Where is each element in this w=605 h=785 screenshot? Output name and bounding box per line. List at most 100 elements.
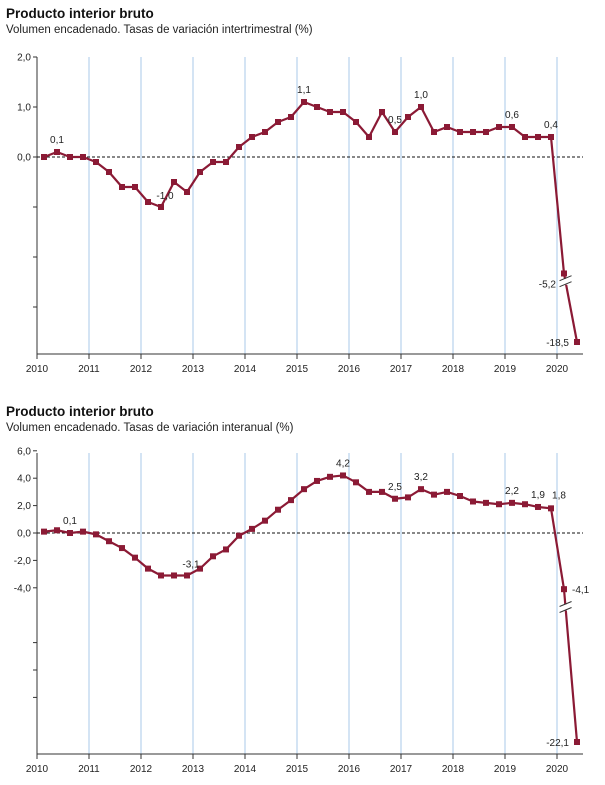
data-point: [509, 124, 515, 130]
data-label: 0,1: [50, 135, 64, 146]
data-point: [574, 739, 580, 745]
data-point: [249, 134, 255, 140]
data-point: [353, 119, 359, 125]
x-tick-label: 2017: [390, 764, 413, 775]
data-point: [171, 179, 177, 185]
data-label: 3,2: [414, 472, 428, 483]
data-point: [80, 528, 86, 535]
data-point: [197, 565, 203, 572]
data-point: [314, 477, 320, 484]
data-point: [41, 154, 47, 160]
data-label: 0,1: [63, 516, 77, 527]
data-point: [210, 159, 216, 165]
x-tick-label: 2014: [234, 364, 257, 375]
data-point: [392, 495, 398, 502]
data-point: [444, 488, 450, 495]
y-tick-label: 1,0: [17, 103, 31, 114]
y-tick-label: 2,0: [17, 53, 31, 64]
data-point: [522, 134, 528, 140]
data-label: 4,2: [336, 458, 350, 469]
axis-break-mark: [559, 275, 572, 282]
data-label: 1,9: [531, 490, 545, 501]
data-point: [158, 572, 164, 579]
series-line: [43, 474, 579, 743]
chart-subtitle: Volumen encadenado. Tasas de variación i…: [6, 24, 313, 36]
data-point: [561, 270, 567, 277]
data-point: [171, 572, 177, 579]
data-label: 2,5: [388, 482, 402, 493]
data-point: [314, 104, 320, 110]
data-point: [561, 586, 567, 593]
data-point: [431, 491, 437, 498]
data-point: [483, 499, 489, 506]
axis-break-mark: [559, 281, 572, 288]
x-tick-label: 2010: [26, 364, 49, 375]
data-point: [158, 204, 164, 210]
chart-plot-annual: 2010 2011 2012 2013 2014 2015 2016 2017 2018 2019…: [14, 446, 590, 775]
data-point: [236, 144, 242, 150]
x-tick-label: 2017: [390, 364, 413, 375]
x-tick-label: 2014: [234, 764, 257, 775]
x-tick-label: 2020: [546, 764, 569, 775]
data-label: 2,2: [505, 486, 519, 497]
data-point: [496, 124, 502, 130]
data-point: [197, 169, 203, 175]
x-tick-label: 2013: [182, 764, 205, 775]
data-point: [535, 134, 541, 140]
x-tick-label: 2018: [442, 364, 465, 375]
data-point: [431, 129, 437, 135]
data-point: [119, 184, 125, 190]
data-point: [574, 339, 580, 345]
data-label: 1,8: [552, 490, 566, 501]
data-point: [353, 479, 359, 486]
data-label: 0,6: [505, 110, 519, 121]
data-point: [457, 493, 463, 500]
x-tick-label: 2011: [78, 364, 100, 375]
chart-title: Producto interior bruto: [6, 6, 154, 21]
data-point: [522, 501, 528, 508]
y-tick-label: 0,0: [17, 153, 31, 164]
x-tick-label: 2016: [338, 364, 361, 375]
x-tick-label: 2010: [26, 764, 49, 775]
data-point: [392, 129, 398, 135]
y-tick-label: 4,0: [17, 474, 31, 485]
data-point: [41, 528, 47, 535]
data-point: [444, 124, 450, 130]
axis-break-gap: [558, 278, 573, 285]
chart-title: Producto interior bruto: [6, 404, 154, 419]
y-tick-label: 6,0: [17, 446, 31, 457]
x-tick-label: 2016: [338, 764, 361, 775]
data-label: 0,4: [544, 120, 558, 131]
data-point: [262, 517, 268, 524]
data-point: [405, 114, 411, 120]
data-point: [301, 99, 307, 105]
data-point: [340, 109, 346, 115]
data-point: [184, 572, 190, 579]
data-point: [145, 199, 151, 205]
data-point: [275, 506, 281, 513]
data-point: [548, 134, 554, 140]
data-point: [210, 553, 216, 560]
x-tick-label: 2020: [546, 364, 569, 375]
data-point: [288, 497, 294, 504]
data-point: [418, 104, 424, 110]
data-point: [184, 189, 190, 195]
x-tick-label: 2012: [130, 764, 153, 775]
data-point: [366, 134, 372, 140]
data-point: [405, 494, 411, 501]
y-tick-label: -4,0: [14, 583, 32, 594]
x-tick-label: 2012: [130, 364, 153, 375]
data-label: 1,0: [414, 90, 428, 101]
data-point: [223, 546, 229, 553]
data-point: [340, 472, 346, 479]
data-point: [509, 499, 515, 506]
x-tick-label: 2011: [78, 764, 100, 775]
data-point: [379, 488, 385, 495]
data-point: [132, 184, 138, 190]
data-label: -3,1: [182, 559, 200, 570]
x-tick-label: 2018: [442, 764, 465, 775]
data-label: -1,0: [156, 191, 174, 202]
data-point: [67, 530, 73, 536]
data-label: -18,5: [546, 338, 569, 349]
y-tick-label: 0,0: [17, 529, 31, 540]
